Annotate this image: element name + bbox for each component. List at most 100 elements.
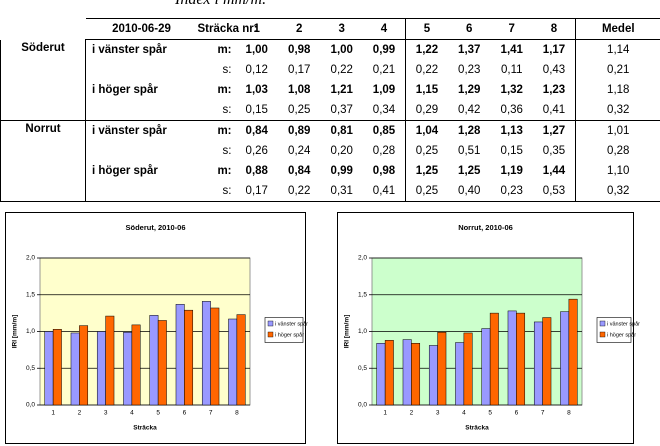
bar [157, 320, 167, 406]
value-cell: 1,27 [542, 125, 566, 137]
value-cell: 0,41 [533, 100, 576, 121]
mean-cell: 0,21 [575, 60, 660, 80]
value-cell: 0,89 [288, 125, 311, 137]
date-cell: 2010-06-29 [85, 18, 198, 40]
value-cell: 0,22 [330, 64, 353, 76]
value-cell: 1,22 [405, 39, 448, 60]
x-tick-label: 4 [462, 410, 466, 417]
section-number: 4 [363, 18, 406, 40]
bar [149, 315, 159, 406]
bar [507, 310, 517, 406]
bar [123, 331, 133, 406]
row-label [85, 181, 198, 202]
value-cell: 0,15 [235, 100, 278, 121]
value-cell: 0,53 [533, 181, 576, 202]
y-tick-label: 0,0 [358, 402, 367, 409]
value-cell: 0,21 [372, 64, 396, 76]
value-cell: 1,25 [405, 161, 448, 181]
value-cell: 0,88 [245, 165, 268, 177]
stat-label: m: [217, 44, 232, 56]
table-row: s: 0,15 0,25 0,37 0,34 0,29 0,42 0,36 0,41 0,32 [1, 100, 660, 121]
section-number: 3 [320, 18, 363, 40]
y-tick-label: 0,0 [26, 402, 35, 409]
value-cell: 1,21 [330, 84, 353, 96]
bar [44, 331, 54, 406]
value-cell: 1,25 [458, 165, 481, 177]
value-cell: 1,00 [330, 44, 353, 56]
section-number: 2 [278, 18, 321, 40]
legend-label: i höger spår [607, 331, 636, 338]
value-cell: 0,24 [288, 145, 311, 157]
x-tick-label: 7 [209, 410, 213, 417]
value-cell: 0,37 [320, 100, 363, 121]
legend-label: i vänster spår [607, 320, 640, 327]
legend-swatch [267, 331, 274, 338]
x-axis-label: Sträcka [465, 425, 489, 432]
value-cell: 0,43 [542, 64, 566, 76]
bar [560, 311, 570, 406]
legend-swatch [599, 320, 606, 327]
row-label [85, 100, 198, 121]
bar [52, 329, 62, 406]
value-cell: 1,03 [245, 84, 268, 96]
section-number: 1 [235, 18, 278, 40]
row-label: i vänster spår [92, 125, 167, 137]
x-tick-label: 7 [541, 410, 545, 417]
x-tick-label: 5 [156, 410, 160, 417]
value-cell: 0,17 [288, 64, 311, 76]
value-cell: 1,08 [288, 84, 311, 96]
x-tick-label: 2 [410, 410, 414, 417]
table-row: i höger spår m: 1,03 1,08 1,21 1,09 1,15 1,29 1,… [1, 80, 660, 100]
stat-label: s: [222, 145, 232, 157]
value-cell: 0,98 [372, 165, 396, 177]
value-cell: 1,15 [405, 80, 448, 100]
value-cell: 0,98 [288, 44, 311, 56]
bar [79, 325, 89, 406]
value-cell: 0,28 [372, 145, 396, 157]
mean-cell: 1,14 [575, 39, 660, 60]
table-row: s: 0,17 0,22 0,31 0,41 0,25 0,40 0,23 0,53 0,32 [1, 181, 660, 202]
bar [533, 321, 543, 406]
value-cell: 1,28 [458, 125, 481, 137]
bar [402, 339, 412, 406]
value-cell: 0,85 [372, 125, 396, 137]
mean-cell: 0,28 [575, 141, 660, 161]
header-text: Index i mm/m. [175, 0, 266, 9]
row-label: i höger spår [92, 165, 158, 177]
group-name: Söderut [0, 39, 86, 121]
value-cell: 0,29 [405, 100, 448, 121]
legend-label: i höger spår [275, 331, 304, 338]
mean-cell: 1,01 [575, 120, 660, 141]
value-cell: 0,20 [330, 145, 353, 157]
table-row: Söderut i vänster spår m: 1,00 0,98 1,00 0,99 1… [0, 39, 660, 121]
bar [542, 317, 552, 406]
value-cell: 0,84 [288, 165, 311, 177]
value-cell: 1,41 [500, 44, 523, 56]
row-label: i höger spår [92, 84, 158, 96]
legend-label: i vänster spår [275, 320, 308, 327]
value-cell: 1,17 [542, 44, 566, 56]
value-cell: 1,19 [500, 165, 523, 177]
x-axis-label: Sträcka [133, 425, 157, 432]
y-axis-label: IRI [mm/m] [344, 315, 351, 349]
x-tick-label: 5 [488, 410, 492, 417]
value-cell: 0,23 [490, 181, 533, 202]
bar [481, 328, 491, 406]
value-cell: 0,34 [363, 100, 406, 121]
bar [105, 315, 115, 406]
value-cell: 0,42 [448, 100, 491, 121]
x-tick-label: 6 [183, 410, 187, 417]
value-cell: 0,22 [405, 60, 448, 80]
x-tick-label: 1 [51, 410, 55, 417]
x-tick-label: 2 [78, 410, 82, 417]
value-cell: 1,44 [542, 165, 566, 177]
bar [428, 345, 438, 406]
y-tick-label: 1,0 [358, 328, 367, 335]
value-cell: 1,29 [458, 84, 481, 96]
section-number: 8 [533, 18, 576, 40]
value-cell: 0,40 [448, 181, 491, 202]
section-number: 5 [405, 18, 448, 40]
bar [437, 331, 447, 406]
